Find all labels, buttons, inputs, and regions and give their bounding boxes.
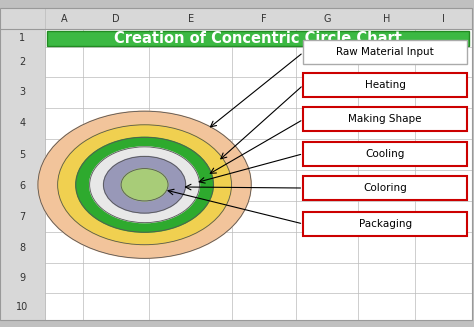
Bar — [0, 8, 45, 29]
Circle shape — [38, 111, 251, 258]
Text: Coloring: Coloring — [363, 183, 407, 193]
Text: Heating: Heating — [365, 80, 406, 90]
Bar — [45, 8, 472, 29]
Text: Creation of Concentric Circle Chart: Creation of Concentric Circle Chart — [114, 31, 402, 46]
Text: 6: 6 — [19, 181, 26, 191]
Circle shape — [121, 169, 168, 201]
FancyBboxPatch shape — [303, 142, 467, 165]
Text: H: H — [383, 14, 390, 24]
Text: 5: 5 — [19, 149, 26, 160]
Text: 10: 10 — [17, 301, 28, 312]
Circle shape — [90, 147, 200, 223]
FancyBboxPatch shape — [303, 73, 467, 97]
Text: Packaging: Packaging — [358, 219, 412, 229]
Bar — [0, 8, 45, 320]
Text: I: I — [442, 14, 445, 24]
Text: 7: 7 — [19, 212, 26, 222]
Text: 9: 9 — [19, 273, 26, 283]
Text: D: D — [112, 14, 120, 24]
Text: G: G — [323, 14, 331, 24]
Text: 1: 1 — [19, 33, 26, 43]
Bar — [45, 29, 472, 320]
Text: 2: 2 — [19, 57, 26, 67]
FancyBboxPatch shape — [303, 41, 467, 64]
Text: F: F — [262, 14, 267, 24]
FancyBboxPatch shape — [303, 176, 467, 200]
Text: Making Shape: Making Shape — [348, 114, 422, 124]
Circle shape — [58, 125, 231, 245]
Text: Cooling: Cooling — [365, 149, 405, 159]
Text: E: E — [188, 14, 194, 24]
FancyBboxPatch shape — [303, 107, 467, 131]
Text: 3: 3 — [19, 87, 26, 97]
Circle shape — [76, 137, 213, 232]
Text: A: A — [61, 14, 67, 24]
Bar — [47, 31, 469, 46]
Circle shape — [103, 156, 186, 213]
FancyBboxPatch shape — [303, 212, 467, 236]
Text: 8: 8 — [19, 243, 26, 253]
Text: Raw Material Input: Raw Material Input — [336, 47, 434, 57]
Text: 4: 4 — [19, 118, 26, 129]
